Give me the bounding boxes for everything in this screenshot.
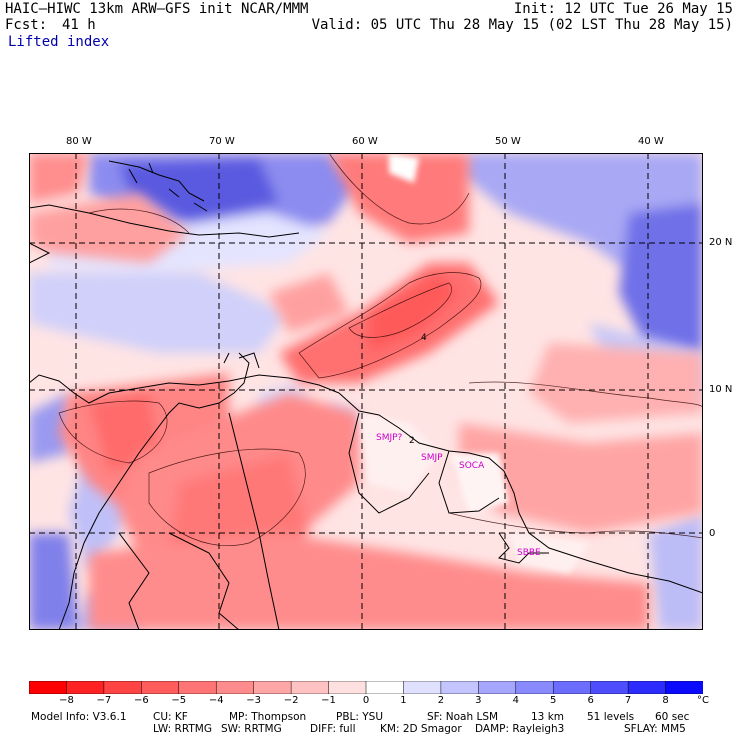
colorbar-tick-label: 2 <box>437 695 445 706</box>
colorbar-swatch <box>665 681 703 694</box>
colorbar-tick-label: 4 <box>512 695 519 706</box>
lon-label-50w: 50 W <box>495 136 521 147</box>
colorbar-unit: °C <box>697 695 709 706</box>
footer-model-info: Model Info: V3.6.1 <box>31 711 127 723</box>
colorbar-swatch <box>253 681 292 694</box>
map-frame <box>29 153 703 630</box>
lat-label-0: 0 <box>709 528 716 539</box>
lifted-index-map: 4 2 SMJP? SMJP SOCA SBBE <box>29 153 703 630</box>
station-label-soca: SOCA <box>459 461 485 471</box>
footer-damp: DAMP: Rayleigh3 <box>475 723 565 735</box>
colorbar-swatch <box>215 681 255 694</box>
contour-label-2: 2 <box>409 436 415 446</box>
li-contours <box>58 153 703 546</box>
colorbar-swatch <box>403 681 442 694</box>
colorbar-swatch <box>103 681 143 694</box>
model-title: HAIC–HIWC 13km ARW–GFS init NCAR/MMM <box>5 1 309 17</box>
footer-mp: MP: Thompson <box>229 711 307 723</box>
footer-sf: SF: Noah LSM <box>427 711 499 723</box>
footer-resolution: 13 km <box>531 711 565 723</box>
colorbar-swatch <box>552 681 592 694</box>
valid-time: Valid: 05 UTC Thu 28 May 15 (02 LST Thu … <box>311 17 733 33</box>
colorbar-swatch <box>440 681 480 694</box>
colorbar-tick-label: −2 <box>283 695 299 706</box>
colorbar-swatch <box>515 681 554 694</box>
colorbar-tick-label: −8 <box>59 695 74 706</box>
station-label-sbbe: SBBE <box>517 548 541 558</box>
colorbar <box>29 681 703 694</box>
colorbar-swatch <box>290 681 330 694</box>
footer-sflay: SFLAY: MM5 <box>624 723 686 735</box>
footer-km: KM: 2D Smagor <box>380 723 462 735</box>
footer-timestep: 60 sec <box>655 711 690 723</box>
lat-label-20n: 20 N <box>709 237 733 248</box>
colorbar-swatch <box>178 681 217 694</box>
colorbar-tick-label: 7 <box>624 695 632 706</box>
footer-pbl: PBL: YSU <box>336 711 384 723</box>
lat-label-10n: 10 N <box>709 384 733 395</box>
lat-lon-grid <box>29 153 703 630</box>
station-label-smjp: SMJP <box>421 453 443 463</box>
footer-cu: CU: KF <box>153 711 188 723</box>
footer-levels: 51 levels <box>587 711 635 723</box>
colorbar-swatch <box>66 681 105 694</box>
contour-label-4: 4 <box>421 333 427 343</box>
forecast-hour: 41 h <box>62 17 96 33</box>
colorbar-tick-label: −6 <box>133 695 149 706</box>
lon-label-40w: 40 W <box>638 136 664 147</box>
colorbar-swatch <box>365 681 405 694</box>
field-name: Lifted index <box>8 34 110 50</box>
colorbar-swatch <box>590 681 629 694</box>
colorbar-tick-label: 1 <box>400 695 407 706</box>
footer-lw: LW: RRTMG <box>153 723 212 735</box>
lon-label-70w: 70 W <box>209 136 235 147</box>
lon-label-60w: 60 W <box>352 136 378 147</box>
colorbar-tick-label: −5 <box>171 695 187 706</box>
init-time: Init: 12 UTC Tue 26 May 15 <box>513 1 733 17</box>
colorbar-tick-label: 3 <box>475 695 482 706</box>
station-markers: SMJP? SMJP SOCA SBBE <box>376 433 541 558</box>
colorbar-swatch <box>478 681 517 694</box>
colorbar-swatch <box>29 681 68 694</box>
colorbar-tick-label: −4 <box>208 695 224 706</box>
station-label-1: SMJP? <box>376 433 403 443</box>
colorbar-tick-label: −7 <box>96 695 112 706</box>
colorbar-tick-label: 6 <box>587 695 594 706</box>
colorbar-tick-label: 8 <box>662 695 669 706</box>
colorbar-tick-label: −3 <box>246 695 262 706</box>
colorbar-tick-label: 5 <box>550 695 557 706</box>
colorbar-swatch <box>141 681 180 694</box>
colorbar-tick-label: 0 <box>362 695 370 706</box>
colorbar-swatch <box>328 681 367 694</box>
colorbar-tick-label: −1 <box>321 695 336 706</box>
footer-sw: SW: RRTMG <box>221 723 282 735</box>
forecast-label: Fcst: <box>5 17 48 33</box>
lon-label-80w: 80 W <box>66 136 92 147</box>
footer-diff: DIFF: full <box>310 723 356 735</box>
negative-li-regions <box>29 153 703 630</box>
coastlines <box>29 160 703 630</box>
colorbar-swatch <box>627 681 667 694</box>
